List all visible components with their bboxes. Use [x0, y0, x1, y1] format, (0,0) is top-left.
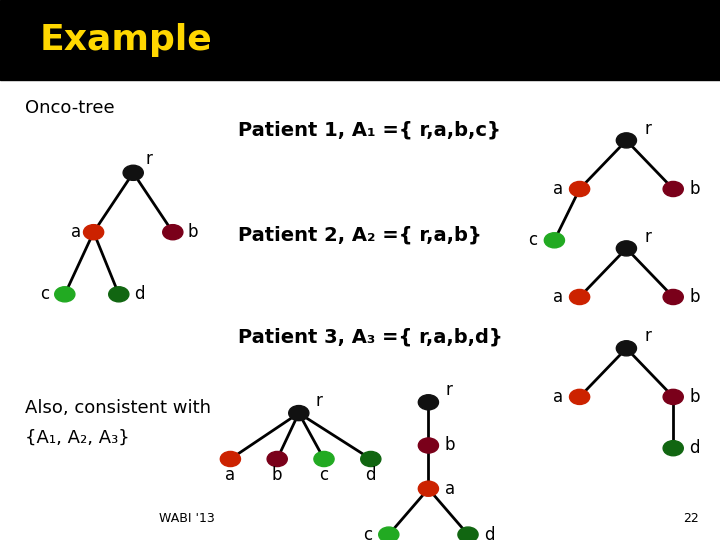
- Text: b: b: [272, 466, 282, 484]
- Text: Onco-tree: Onco-tree: [25, 99, 114, 117]
- Circle shape: [616, 241, 636, 256]
- Text: 22: 22: [683, 512, 699, 525]
- Text: Patient 2, A₂ ={ r,a,b}: Patient 2, A₂ ={ r,a,b}: [238, 225, 482, 245]
- Text: c: c: [363, 525, 372, 540]
- Text: r: r: [644, 119, 652, 138]
- Text: d: d: [134, 285, 144, 303]
- Circle shape: [616, 341, 636, 356]
- Text: b: b: [690, 288, 700, 306]
- Text: b: b: [188, 223, 198, 241]
- Text: Example: Example: [40, 23, 212, 57]
- Text: a: a: [553, 288, 563, 306]
- Text: a: a: [445, 480, 455, 498]
- Circle shape: [84, 225, 104, 240]
- Circle shape: [220, 451, 240, 467]
- Circle shape: [55, 287, 75, 302]
- Text: c: c: [40, 285, 49, 303]
- Text: b: b: [690, 388, 700, 406]
- Text: Patient 3, A₃ ={ r,a,b,d}: Patient 3, A₃ ={ r,a,b,d}: [238, 328, 503, 347]
- Text: d: d: [485, 525, 495, 540]
- Text: a: a: [71, 223, 81, 241]
- Circle shape: [663, 181, 683, 197]
- Circle shape: [418, 438, 438, 453]
- Bar: [0, 0, 720, 80]
- Circle shape: [109, 287, 129, 302]
- Text: c: c: [528, 231, 537, 249]
- Text: r: r: [644, 327, 652, 346]
- Circle shape: [314, 451, 334, 467]
- Text: a: a: [225, 466, 235, 484]
- Text: r: r: [315, 392, 323, 410]
- Text: WABI '13: WABI '13: [159, 512, 215, 525]
- Circle shape: [289, 406, 309, 421]
- Circle shape: [163, 225, 183, 240]
- Circle shape: [267, 451, 287, 467]
- Text: a: a: [553, 388, 563, 406]
- Text: r: r: [445, 381, 452, 400]
- Circle shape: [570, 181, 590, 197]
- Text: b: b: [690, 180, 700, 198]
- Circle shape: [570, 389, 590, 404]
- Circle shape: [458, 527, 478, 540]
- Circle shape: [123, 165, 143, 180]
- Circle shape: [544, 233, 564, 248]
- Circle shape: [361, 451, 381, 467]
- Circle shape: [663, 389, 683, 404]
- Text: d: d: [366, 466, 376, 484]
- Text: r: r: [145, 150, 153, 168]
- Text: c: c: [320, 466, 328, 484]
- Text: {A₁, A₂, A₃}: {A₁, A₂, A₃}: [25, 428, 130, 447]
- Circle shape: [418, 395, 438, 410]
- Circle shape: [570, 289, 590, 305]
- Text: d: d: [690, 439, 700, 457]
- Text: a: a: [553, 180, 563, 198]
- Circle shape: [379, 527, 399, 540]
- Text: Patient 1, A₁ ={ r,a,b,c}: Patient 1, A₁ ={ r,a,b,c}: [238, 120, 500, 139]
- Text: Also, consistent with: Also, consistent with: [25, 399, 211, 417]
- Circle shape: [663, 441, 683, 456]
- Text: r: r: [644, 227, 652, 246]
- Text: b: b: [445, 436, 455, 455]
- Circle shape: [663, 289, 683, 305]
- Circle shape: [418, 481, 438, 496]
- Circle shape: [616, 133, 636, 148]
